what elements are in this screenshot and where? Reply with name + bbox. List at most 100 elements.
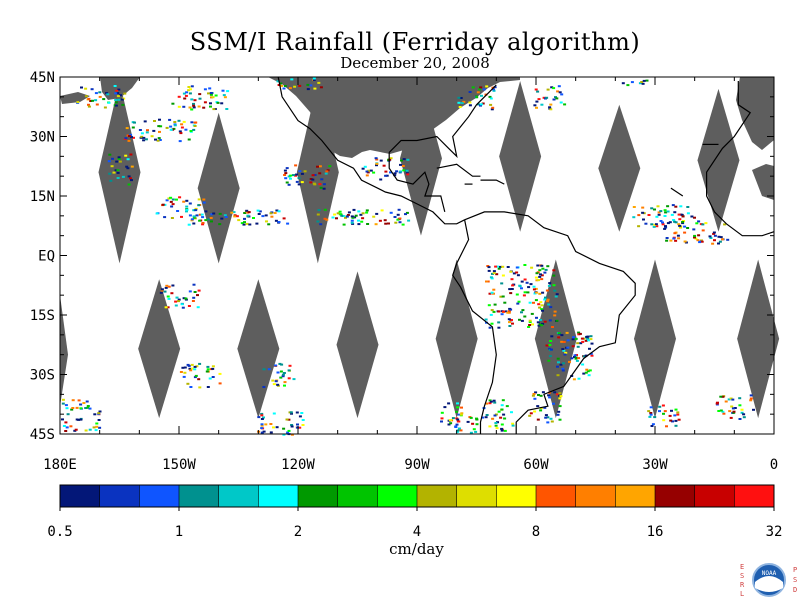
rain-cell bbox=[555, 293, 559, 296]
rain-cell bbox=[471, 86, 475, 89]
rain-cell bbox=[499, 295, 503, 298]
rain-cell bbox=[539, 394, 543, 397]
rain-cell bbox=[523, 291, 527, 294]
rain-cell bbox=[357, 210, 361, 213]
rain-cell bbox=[185, 199, 189, 202]
rain-cell bbox=[440, 417, 444, 420]
swath-gap bbox=[336, 271, 379, 419]
rain-cell bbox=[676, 413, 680, 416]
rain-cell bbox=[407, 219, 411, 222]
rain-cell bbox=[189, 386, 193, 388]
rain-cell bbox=[490, 309, 494, 312]
rain-cell bbox=[289, 411, 293, 414]
rain-cell bbox=[171, 198, 175, 201]
rain-cell bbox=[206, 368, 210, 371]
rain-cell bbox=[353, 216, 357, 219]
rain-cell bbox=[537, 324, 541, 327]
rain-cell bbox=[556, 413, 560, 416]
rain-cell bbox=[715, 402, 719, 405]
rain-cell bbox=[372, 171, 376, 174]
rain-cell bbox=[86, 405, 90, 407]
rain-cell bbox=[366, 223, 370, 225]
rain-cell bbox=[449, 422, 453, 425]
rain-cell bbox=[274, 380, 278, 383]
rain-cell bbox=[318, 183, 322, 186]
rain-cell bbox=[650, 207, 654, 210]
rain-cell bbox=[312, 77, 316, 80]
rain-cell bbox=[209, 105, 212, 108]
rain-cell bbox=[207, 218, 211, 221]
rain-cell bbox=[484, 416, 488, 419]
colorbar-swatch bbox=[456, 485, 497, 507]
rain-cell bbox=[191, 300, 195, 302]
rain-cell bbox=[666, 210, 670, 213]
rain-cell bbox=[649, 413, 653, 416]
rain-cell bbox=[246, 214, 250, 217]
rain-cell bbox=[575, 359, 579, 362]
rain-cell bbox=[521, 309, 525, 312]
rain-cell bbox=[201, 216, 205, 219]
rain-cell bbox=[661, 404, 665, 407]
rain-cell bbox=[374, 157, 378, 160]
rain-cell bbox=[481, 416, 485, 419]
rain-cell bbox=[577, 377, 581, 380]
rain-cell bbox=[495, 265, 499, 268]
rain-cell bbox=[533, 410, 537, 413]
rain-cell bbox=[350, 219, 354, 222]
rain-cell bbox=[497, 410, 501, 413]
rain-cell bbox=[565, 331, 569, 334]
rain-cell bbox=[509, 308, 513, 311]
rain-cell bbox=[488, 292, 492, 295]
swath-gap bbox=[634, 259, 676, 419]
rain-cell bbox=[274, 364, 278, 367]
rain-cell bbox=[455, 423, 459, 426]
lat-label: EQ bbox=[38, 249, 55, 265]
rain-cell bbox=[641, 211, 645, 214]
rain-cell bbox=[131, 126, 135, 129]
rain-cell bbox=[466, 420, 470, 423]
rain-cell bbox=[460, 102, 464, 105]
rain-cell bbox=[317, 209, 321, 212]
rain-cell bbox=[494, 422, 498, 424]
rain-cell bbox=[562, 341, 566, 343]
rain-cell bbox=[114, 92, 118, 95]
rain-cell bbox=[288, 364, 292, 367]
rain-cell bbox=[589, 335, 593, 338]
rain-cell bbox=[164, 306, 168, 309]
rain-cell bbox=[555, 319, 559, 322]
noaa-logo-icon: E S R L NOAA P S D bbox=[740, 563, 797, 598]
rain-cell bbox=[568, 360, 571, 363]
rain-cell bbox=[202, 201, 206, 204]
rain-cell bbox=[298, 415, 302, 418]
rain-cell bbox=[530, 266, 534, 269]
figure-date: December 20, 2008 bbox=[340, 54, 490, 72]
rain-cell bbox=[357, 223, 361, 226]
rain-cell bbox=[209, 102, 212, 105]
rain-cell bbox=[649, 412, 653, 414]
rain-cell bbox=[400, 159, 403, 162]
rain-cell bbox=[190, 85, 194, 88]
rain-cell bbox=[495, 427, 499, 430]
rain-cell bbox=[681, 215, 685, 218]
rain-cell bbox=[645, 79, 649, 82]
rain-cell bbox=[503, 429, 507, 432]
swath-gap bbox=[499, 80, 542, 232]
rain-cell bbox=[701, 223, 705, 226]
rain-cell bbox=[192, 216, 196, 219]
rain-cell bbox=[324, 172, 328, 175]
rain-cell bbox=[192, 222, 196, 225]
rain-cell bbox=[562, 349, 566, 352]
rain-cell bbox=[182, 375, 186, 378]
rain-cell bbox=[621, 82, 625, 85]
rain-cell bbox=[187, 89, 191, 92]
rain-cell bbox=[248, 223, 252, 226]
rain-cell bbox=[701, 229, 705, 232]
rain-cell bbox=[669, 239, 673, 242]
rain-cell bbox=[338, 213, 342, 216]
rain-cell bbox=[540, 274, 544, 277]
rain-cell bbox=[543, 298, 547, 301]
rain-cell bbox=[152, 129, 156, 132]
colorbar-swatch bbox=[734, 485, 775, 507]
rain-cell bbox=[159, 291, 163, 294]
rain-cell bbox=[185, 205, 189, 208]
